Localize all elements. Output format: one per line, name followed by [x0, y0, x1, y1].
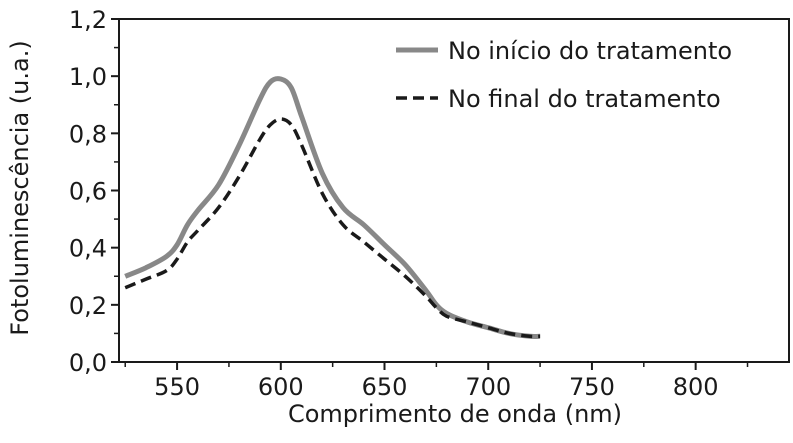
legend-label-1: No início do tratamento [448, 37, 732, 65]
x-axis-title: Comprimento de onda (nm) [288, 400, 622, 428]
legend: No início do tratamento No final do trata… [396, 37, 732, 113]
y-tick-label: 1,0 [69, 63, 107, 91]
x-tick-label: 600 [258, 373, 304, 401]
plot-border [118, 18, 790, 363]
x-tick-label: 750 [569, 373, 615, 401]
x-tick-label: 550 [154, 373, 200, 401]
x-tick-label: 800 [673, 373, 719, 401]
series-layer [124, 76, 541, 340]
y-tick-label: 0,8 [69, 120, 107, 148]
series-line-2 [124, 117, 541, 339]
y-tick-label: 0,6 [69, 178, 107, 206]
series-line-1 [124, 76, 541, 340]
x-tick-label: 650 [362, 373, 408, 401]
axis-ticks: 550 600 650 700 750 800 0,0 0,2 0,4 0,6 0,8 1,0 1,2 [69, 6, 749, 401]
y-tick-label: 0,2 [69, 292, 107, 320]
x-tick-label: 700 [465, 373, 511, 401]
y-tick-label: 1,2 [69, 6, 107, 34]
y-tick-label: 0,4 [69, 235, 107, 263]
y-tick-label: 0,0 [69, 349, 107, 377]
legend-label-2: No final do tratamento [448, 85, 721, 113]
y-axis-title: Fotoluminescência (u.a.) [6, 40, 34, 335]
plot-area [118, 18, 790, 363]
